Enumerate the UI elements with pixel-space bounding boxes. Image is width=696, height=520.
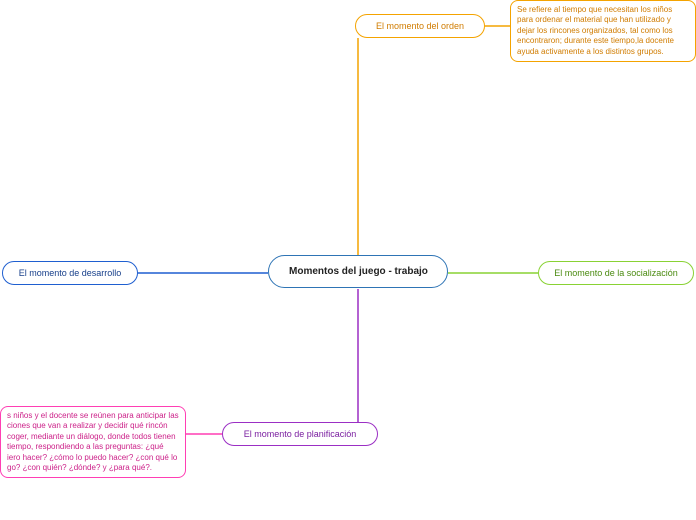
node-socializacion[interactable]: El momento de la socialización <box>538 261 694 285</box>
node-planificacion[interactable]: El momento de planificación <box>222 422 378 446</box>
node-desarrollo[interactable]: El momento de desarrollo <box>2 261 138 285</box>
node-orden[interactable]: El momento del orden <box>355 14 485 38</box>
desc-planificacion: s niños y el docente se reúnen para anti… <box>0 406 186 478</box>
desc-orden: Se refiere al tiempo que necesitan los n… <box>510 0 696 62</box>
central-node[interactable]: Momentos del juego - trabajo <box>268 255 448 288</box>
